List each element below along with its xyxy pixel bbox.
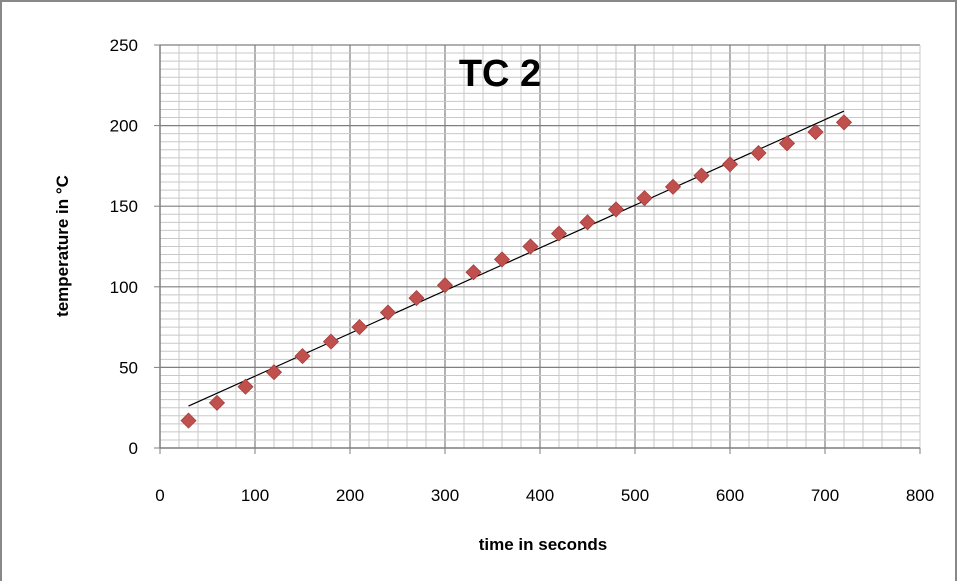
data-point	[778, 135, 796, 152]
data-point	[237, 378, 254, 395]
x-tick-label: 500	[621, 486, 649, 505]
data-points	[180, 114, 853, 429]
trendline	[188, 110, 845, 407]
data-point	[379, 304, 397, 321]
x-tick-label: 300	[431, 486, 459, 505]
x-tick-label: 800	[906, 486, 934, 505]
x-tick-label: 600	[716, 486, 744, 505]
data-point	[550, 225, 568, 242]
y-tick-label: 150	[110, 197, 138, 216]
data-point	[750, 144, 767, 162]
x-tick-label: 100	[241, 486, 269, 505]
data-point	[322, 333, 340, 350]
data-point	[607, 201, 625, 218]
y-tick-label: 100	[110, 278, 138, 297]
data-point	[294, 348, 311, 365]
data-point	[579, 214, 596, 231]
data-point	[721, 156, 739, 173]
y-axis-title: temperature in °C	[53, 175, 72, 317]
y-tick-label: 250	[110, 36, 138, 55]
data-point	[351, 319, 368, 336]
data-point	[436, 277, 454, 294]
x-tick-label: 0	[155, 486, 164, 505]
data-point	[522, 238, 539, 255]
axes	[154, 44, 921, 454]
tick-labels: 0 100 200 300 400 500 600 700 800 0 50 100 150 200 250	[110, 36, 935, 505]
data-point	[208, 394, 226, 411]
data-point	[408, 290, 425, 307]
x-axis-title: time in seconds	[479, 535, 607, 554]
x-tick-label: 400	[526, 486, 554, 505]
data-point	[693, 167, 710, 184]
data-point	[835, 114, 853, 131]
trendline-group	[188, 110, 845, 407]
data-point	[807, 123, 824, 141]
data-point	[664, 178, 682, 195]
data-point	[493, 251, 511, 268]
y-tick-label: 200	[110, 117, 138, 136]
data-point	[180, 412, 197, 429]
y-tick-label: 0	[129, 439, 138, 458]
data-point	[465, 264, 482, 281]
data-point	[265, 364, 283, 381]
gridlines	[160, 44, 921, 448]
chart-title: TC 2	[459, 53, 541, 95]
data-point	[636, 190, 653, 207]
x-tick-label: 200	[336, 486, 364, 505]
x-tick-label: 700	[811, 486, 839, 505]
y-tick-label: 50	[119, 358, 138, 377]
